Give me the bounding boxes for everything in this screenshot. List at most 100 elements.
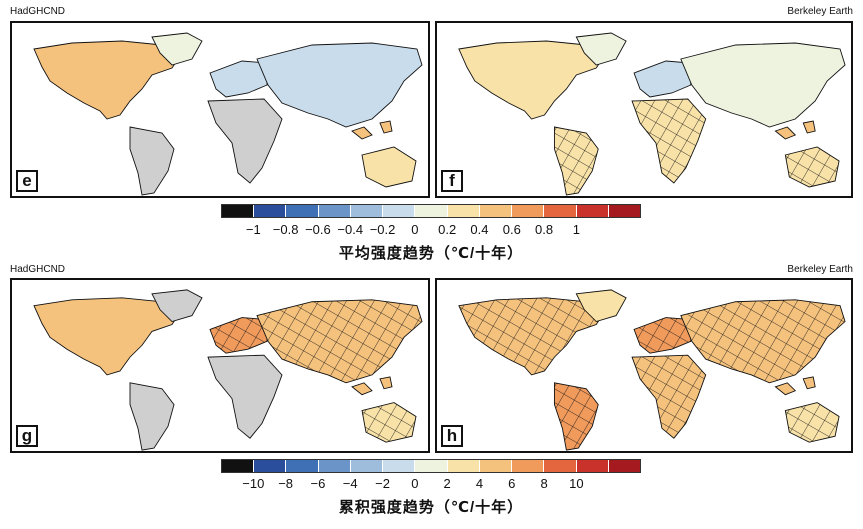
hatch-europe [210, 317, 267, 354]
panel-label-f: f [441, 170, 463, 192]
colorbar-tick-label: 8 [540, 476, 548, 491]
map-panel-g: g [10, 278, 430, 453]
land-europe [209, 60, 268, 98]
colorbar-tick-label: 0 [411, 222, 419, 237]
colorbar-mean-intensity [221, 204, 641, 218]
hatch-australia [785, 402, 840, 443]
colorbar-swatch [447, 205, 480, 217]
world-map-e [33, 32, 423, 196]
colorbar-swatch [479, 205, 513, 217]
land-europe [633, 60, 692, 98]
colorbar-swatch [286, 205, 319, 217]
colorbar-tick-label: 6 [508, 476, 516, 491]
colorbar-swatch [512, 205, 545, 217]
colorbar-swatch [222, 205, 255, 217]
land-northAmerica [33, 297, 183, 376]
colorbar-tick-label: 0.4 [470, 222, 489, 237]
colorbar-swatch [415, 460, 448, 472]
source-label-hadghcnd-bottom: HadGHCND [10, 264, 66, 275]
land-southAmerica [129, 126, 175, 196]
land-islands [774, 120, 816, 140]
hatch-africa [632, 355, 706, 439]
map-panel-h: h [435, 278, 853, 453]
colorbar-swatch [415, 205, 448, 217]
colorbar-swatch [544, 205, 577, 217]
colorbar-tick-label: −0.6 [305, 222, 331, 237]
world-map-g [33, 289, 423, 451]
colorbar-tick-label: 10 [569, 476, 584, 491]
hatch-europe [634, 317, 691, 354]
colorbar-swatch [318, 460, 351, 472]
colorbar-swatch [254, 205, 287, 217]
hatch-australia [785, 147, 840, 187]
hatch-australia [362, 402, 416, 443]
colorbar-swatch [350, 460, 384, 472]
colorbar-tick-label: 2 [443, 476, 451, 491]
panel-label-g: g [16, 425, 38, 447]
map-panel-f: f [435, 21, 853, 198]
source-label-berkeley-top: Berkeley Earth [787, 6, 853, 17]
source-label-hadghcnd-top: HadGHCND [10, 6, 66, 17]
world-map-f [458, 32, 846, 196]
land-islands [351, 376, 393, 396]
panel-label-e: e [16, 170, 38, 192]
colorbar-tick-label: −4 [342, 476, 358, 491]
colorbar-tick-label: −0.2 [369, 222, 396, 237]
source-label-berkeley-bottom: Berkeley Earth [787, 264, 853, 275]
land-islands [774, 376, 816, 396]
colorbar-tick-label: 0.2 [438, 222, 457, 237]
colorbar-title-mean: 平均强度趋势（℃/十年） [338, 245, 524, 262]
colorbar-tick-label: −10 [242, 476, 265, 491]
map-panel-e: e [10, 21, 430, 198]
colorbar-swatch [544, 460, 577, 472]
colorbar-tick-label: 4 [475, 476, 484, 491]
land-australia [361, 146, 417, 188]
colorbar-tick-label: −2 [375, 476, 390, 491]
land-africa [207, 354, 283, 439]
colorbar-swatch [576, 460, 609, 472]
colorbar-swatch [383, 460, 416, 472]
hatch-asia [257, 299, 422, 383]
land-asia [256, 42, 423, 128]
world-map-h [458, 289, 846, 451]
colorbar-swatch [576, 205, 609, 217]
colorbar-ticks-cumulative: −10 −8 −6 −4 −2 0 2 4 6 8 10 [221, 476, 641, 492]
colorbar-swatch [447, 460, 480, 472]
land-northAmerica [33, 40, 183, 120]
colorbar-tick-label: −0.8 [272, 222, 299, 237]
hatch-africa [632, 99, 706, 183]
colorbar-swatch [254, 460, 287, 472]
colorbar-tick-label: −8 [278, 476, 294, 491]
colorbar-tick-label: −0.4 [337, 222, 364, 237]
colorbar-title-cumulative: 累积强度趋势（℃/十年） [338, 499, 524, 516]
colorbar-swatch [286, 460, 319, 472]
colorbar-tick-label: 0.8 [535, 222, 554, 237]
colorbar-swatch [350, 205, 384, 217]
colorbar-tick-label: −1 [245, 222, 261, 237]
land-greenland [575, 32, 627, 66]
colorbar-swatch [222, 460, 255, 472]
land-southAmerica [129, 382, 175, 451]
colorbar-swatch [608, 460, 641, 472]
hatch-southAmerica [554, 127, 599, 195]
colorbar-tick-label: 0 [411, 476, 419, 491]
hatch-asia [680, 299, 846, 383]
land-greenland [151, 32, 203, 66]
colorbar-tick-label: 0.6 [502, 222, 521, 237]
colorbar-ticks-mean: −1 −0.8 −0.6 −0.4 −0.2 0 0.2 0.4 0.6 0.8 1 [221, 222, 641, 238]
land-africa [207, 98, 283, 184]
colorbar-swatch [383, 205, 416, 217]
colorbar-swatch [608, 205, 641, 217]
land-asia [680, 42, 846, 128]
colorbar-cumulative-intensity [221, 459, 641, 473]
land-islands [351, 120, 393, 140]
colorbar-tick-label: 1 [572, 222, 580, 237]
colorbar-swatch [479, 460, 513, 472]
colorbar-tick-label: −6 [310, 476, 326, 491]
colorbar-swatch [318, 205, 351, 217]
colorbar-swatch [512, 460, 545, 472]
panel-label-h: h [441, 425, 463, 447]
land-northAmerica [458, 40, 607, 120]
land-greenland [575, 289, 627, 323]
hatch-southAmerica [554, 382, 599, 451]
